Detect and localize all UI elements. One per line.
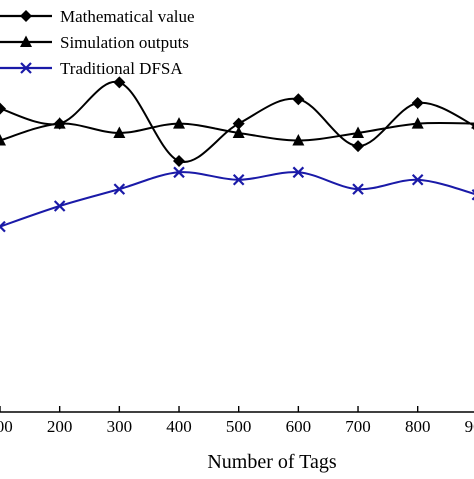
data-point [0,220,6,233]
x-tick-label: 700 [345,417,371,436]
legend-label: Mathematical value [60,7,195,26]
legend-entry-1: Mathematical value [0,7,195,26]
data-point [292,133,305,146]
data-point [0,102,6,115]
data-point [113,126,126,138]
data-point [292,166,305,179]
legend: Mathematical value Simulation outputs Trad… [0,7,195,78]
data-point [173,117,186,129]
data-point [411,174,424,186]
legend-label: Simulation outputs [60,33,189,52]
x-axis-label: Number of Tags [207,451,337,473]
data-point [173,155,186,168]
data-point [411,97,424,109]
data-point [232,117,245,130]
data-point [471,123,474,129]
legend-marker [20,35,32,47]
legend-marker [20,62,32,74]
data-point [352,126,365,138]
data-point [232,126,245,138]
data-point [113,183,126,195]
data-point [0,133,6,146]
x-axis: 100 200 300 400 500 600 700 800 900 [0,406,474,436]
data-point [113,76,126,89]
x-tick-label: 600 [286,417,312,436]
series-2 [0,117,474,146]
data-point [411,117,424,129]
x-tick-label: 100 [0,417,13,436]
x-tick-label: 500 [226,417,252,436]
x-tick-label: 400 [166,417,192,436]
data-point [352,140,365,153]
data-point [53,200,66,212]
data-point [292,93,305,106]
data-point [173,166,185,179]
legend-label: Traditional DFSA [60,59,183,78]
data-point [53,117,66,129]
legend-entry-2: Simulation outputs [0,33,189,52]
series-1 [0,76,474,168]
series-layer [0,76,474,233]
data-point [232,174,245,186]
x-tick-label: 900 [465,417,474,436]
data-point [352,183,364,195]
x-tick-label: 800 [405,417,431,436]
x-tick-label: 200 [47,417,73,436]
legend-entry-3: Traditional DFSA [0,59,183,78]
series-3 [0,166,474,233]
x-tick-label: 300 [107,417,133,436]
legend-marker [20,10,32,22]
